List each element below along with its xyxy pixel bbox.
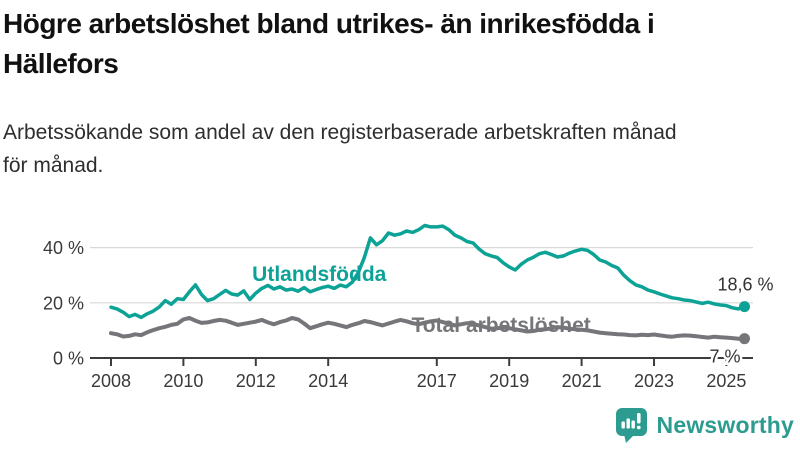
chart-subtitle-line1: Arbetssökande som andel av den registerb… xyxy=(3,121,677,144)
chart-subtitle-line2: för månad. xyxy=(3,154,104,177)
brand-name: Newsworthy xyxy=(656,412,794,438)
series-line-total-arbetslöshet xyxy=(109,316,747,341)
page-title: Högre arbetslöshet bland utrikes- än inr… xyxy=(3,4,793,84)
series-line-utlandsfödda xyxy=(109,223,747,320)
brand-footer: Newsworthy xyxy=(615,407,794,444)
x-axis-tick-label: 2008 xyxy=(91,371,131,391)
x-axis-tick-label: 2014 xyxy=(308,371,348,391)
page-title-line1: Högre arbetslöshet bland utrikes- än inr… xyxy=(3,8,655,39)
x-axis-tick-label: 2023 xyxy=(634,371,674,391)
series-name-label: Total arbetslöshet xyxy=(411,314,590,337)
x-axis-tick-label: 2010 xyxy=(163,371,203,391)
chart-subtitle: Arbetssökande som andel av den registerb… xyxy=(3,116,793,182)
x-axis-tick-label: 2025 xyxy=(706,371,746,391)
series-name-label: Utlandsfödda xyxy=(252,263,386,286)
y-axis-tick-label: 20 % xyxy=(43,293,84,313)
x-axis-tick-label: 2017 xyxy=(417,371,457,391)
x-axis-tick-label: 2012 xyxy=(236,371,276,391)
x-axis-tick-label: 2021 xyxy=(562,371,602,391)
page-title-line2: Hällefors xyxy=(3,48,119,79)
unemployment-line-chart: 0 % 20 % 40 % 2008 2010 2012 2014 2017 2019 2021 2… xyxy=(43,223,774,391)
y-axis-tick-label: 0 % xyxy=(53,349,84,369)
series-end-dot xyxy=(739,301,751,313)
newsworthy-logo-icon xyxy=(615,408,647,443)
end-value-label: 7 % xyxy=(709,347,740,367)
chart-area: 0 % 20 % 40 % 2008 2010 2012 2014 2017 2019 2021 2… xyxy=(0,203,800,403)
end-value-label: 18,6 % xyxy=(717,275,773,295)
x-axis-tick-label: 2019 xyxy=(489,371,529,391)
series-end-dot xyxy=(739,333,751,345)
y-axis-tick-label: 40 % xyxy=(43,238,84,258)
